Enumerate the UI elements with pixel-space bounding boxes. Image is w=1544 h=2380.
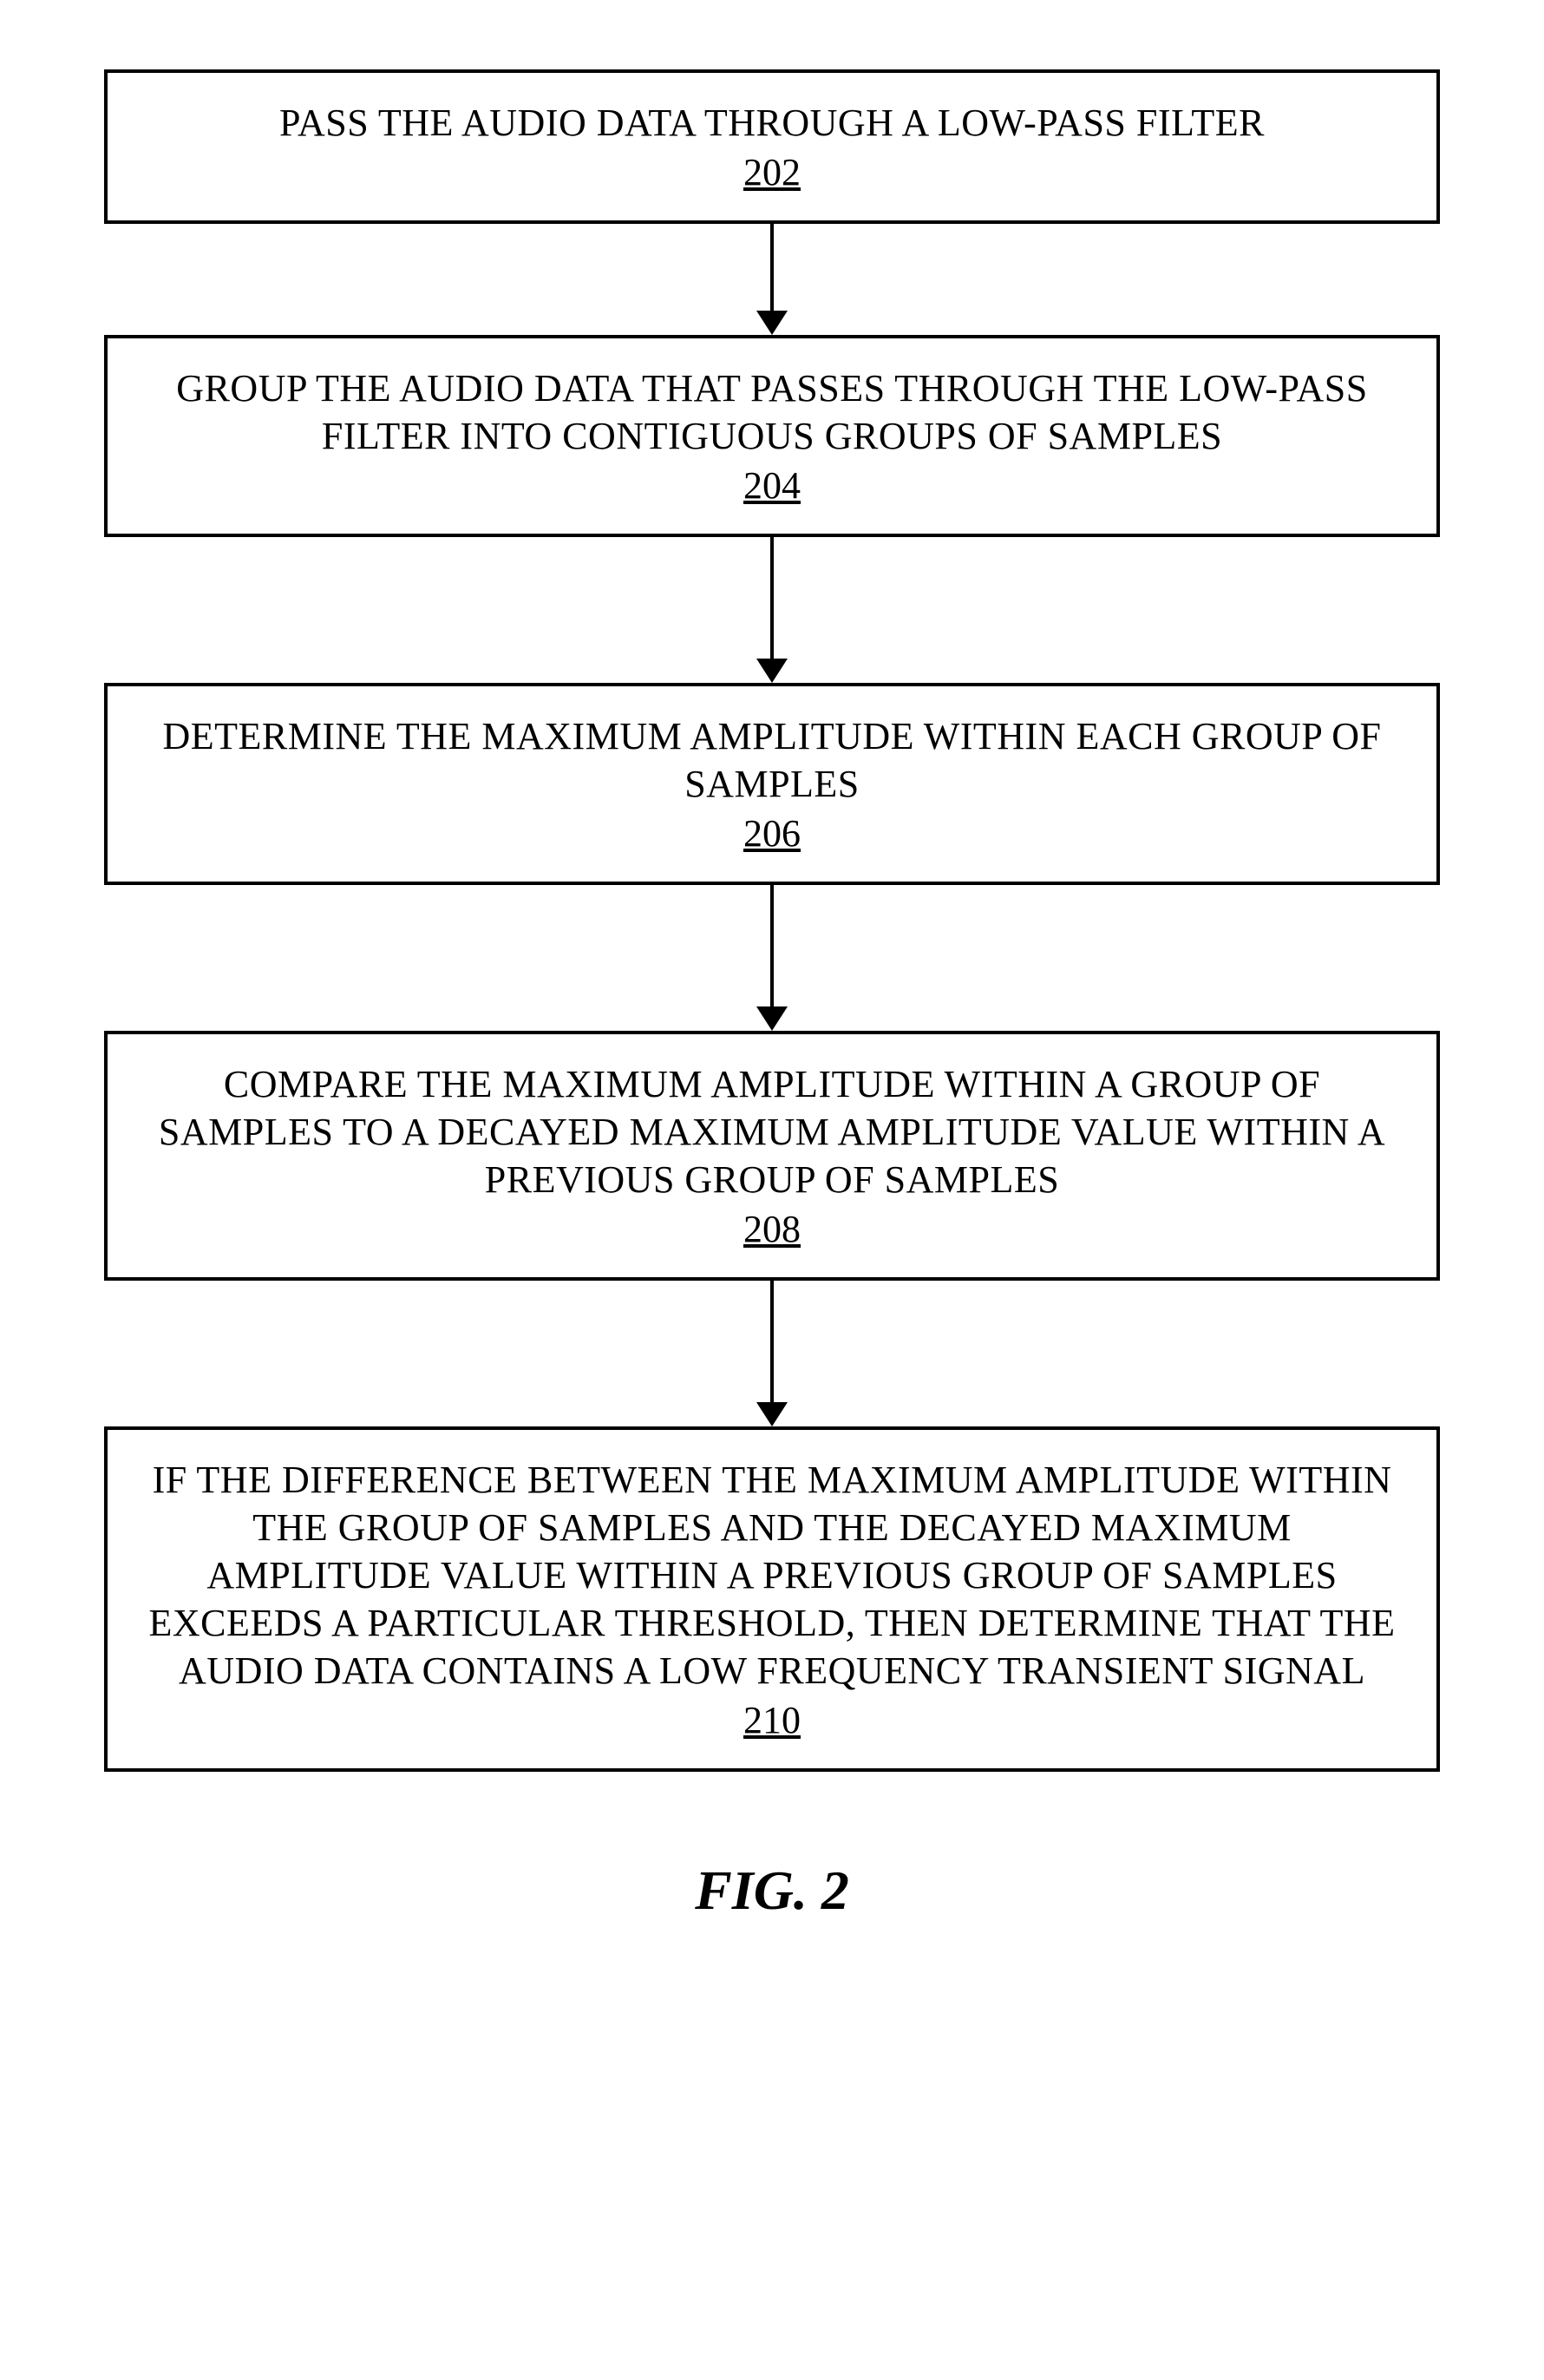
box-number: 206 — [743, 811, 801, 856]
arrow-line — [770, 224, 774, 312]
arrow-2 — [756, 537, 788, 683]
arrow-line — [770, 1281, 774, 1404]
box-text: PASS THE AUDIO DATA THROUGH A LOW-PASS F… — [279, 99, 1265, 147]
arrow-line — [770, 885, 774, 1008]
arrow-head-icon — [756, 1402, 788, 1426]
figure-label: FIG. 2 — [695, 1859, 849, 1923]
arrow-3 — [756, 885, 788, 1031]
arrow-4 — [756, 1281, 788, 1426]
box-number: 208 — [743, 1207, 801, 1251]
flowchart-box-3: DETERMINE THE MAXIMUM AMPLITUDE WITHIN E… — [104, 683, 1440, 885]
flowchart-box-5: IF THE DIFFERENCE BETWEEN THE MAXIMUM AM… — [104, 1426, 1440, 1772]
flowchart-box-4: COMPARE THE MAXIMUM AMPLITUDE WITHIN A G… — [104, 1031, 1440, 1281]
arrow-head-icon — [756, 311, 788, 335]
box-text: COMPARE THE MAXIMUM AMPLITUDE WITHIN A G… — [142, 1060, 1402, 1203]
arrow-1 — [756, 224, 788, 335]
box-number: 202 — [743, 150, 801, 194]
flowchart-container: PASS THE AUDIO DATA THROUGH A LOW-PASS F… — [104, 69, 1440, 1923]
box-number: 204 — [743, 463, 801, 508]
box-number: 210 — [743, 1698, 801, 1742]
arrow-line — [770, 537, 774, 660]
flowchart-box-1: PASS THE AUDIO DATA THROUGH A LOW-PASS F… — [104, 69, 1440, 224]
arrow-head-icon — [756, 1006, 788, 1031]
box-text: DETERMINE THE MAXIMUM AMPLITUDE WITHIN E… — [142, 712, 1402, 808]
flowchart-box-2: GROUP THE AUDIO DATA THAT PASSES THROUGH… — [104, 335, 1440, 537]
arrow-head-icon — [756, 659, 788, 683]
box-text: IF THE DIFFERENCE BETWEEN THE MAXIMUM AM… — [142, 1456, 1402, 1695]
box-text: GROUP THE AUDIO DATA THAT PASSES THROUGH… — [142, 364, 1402, 460]
